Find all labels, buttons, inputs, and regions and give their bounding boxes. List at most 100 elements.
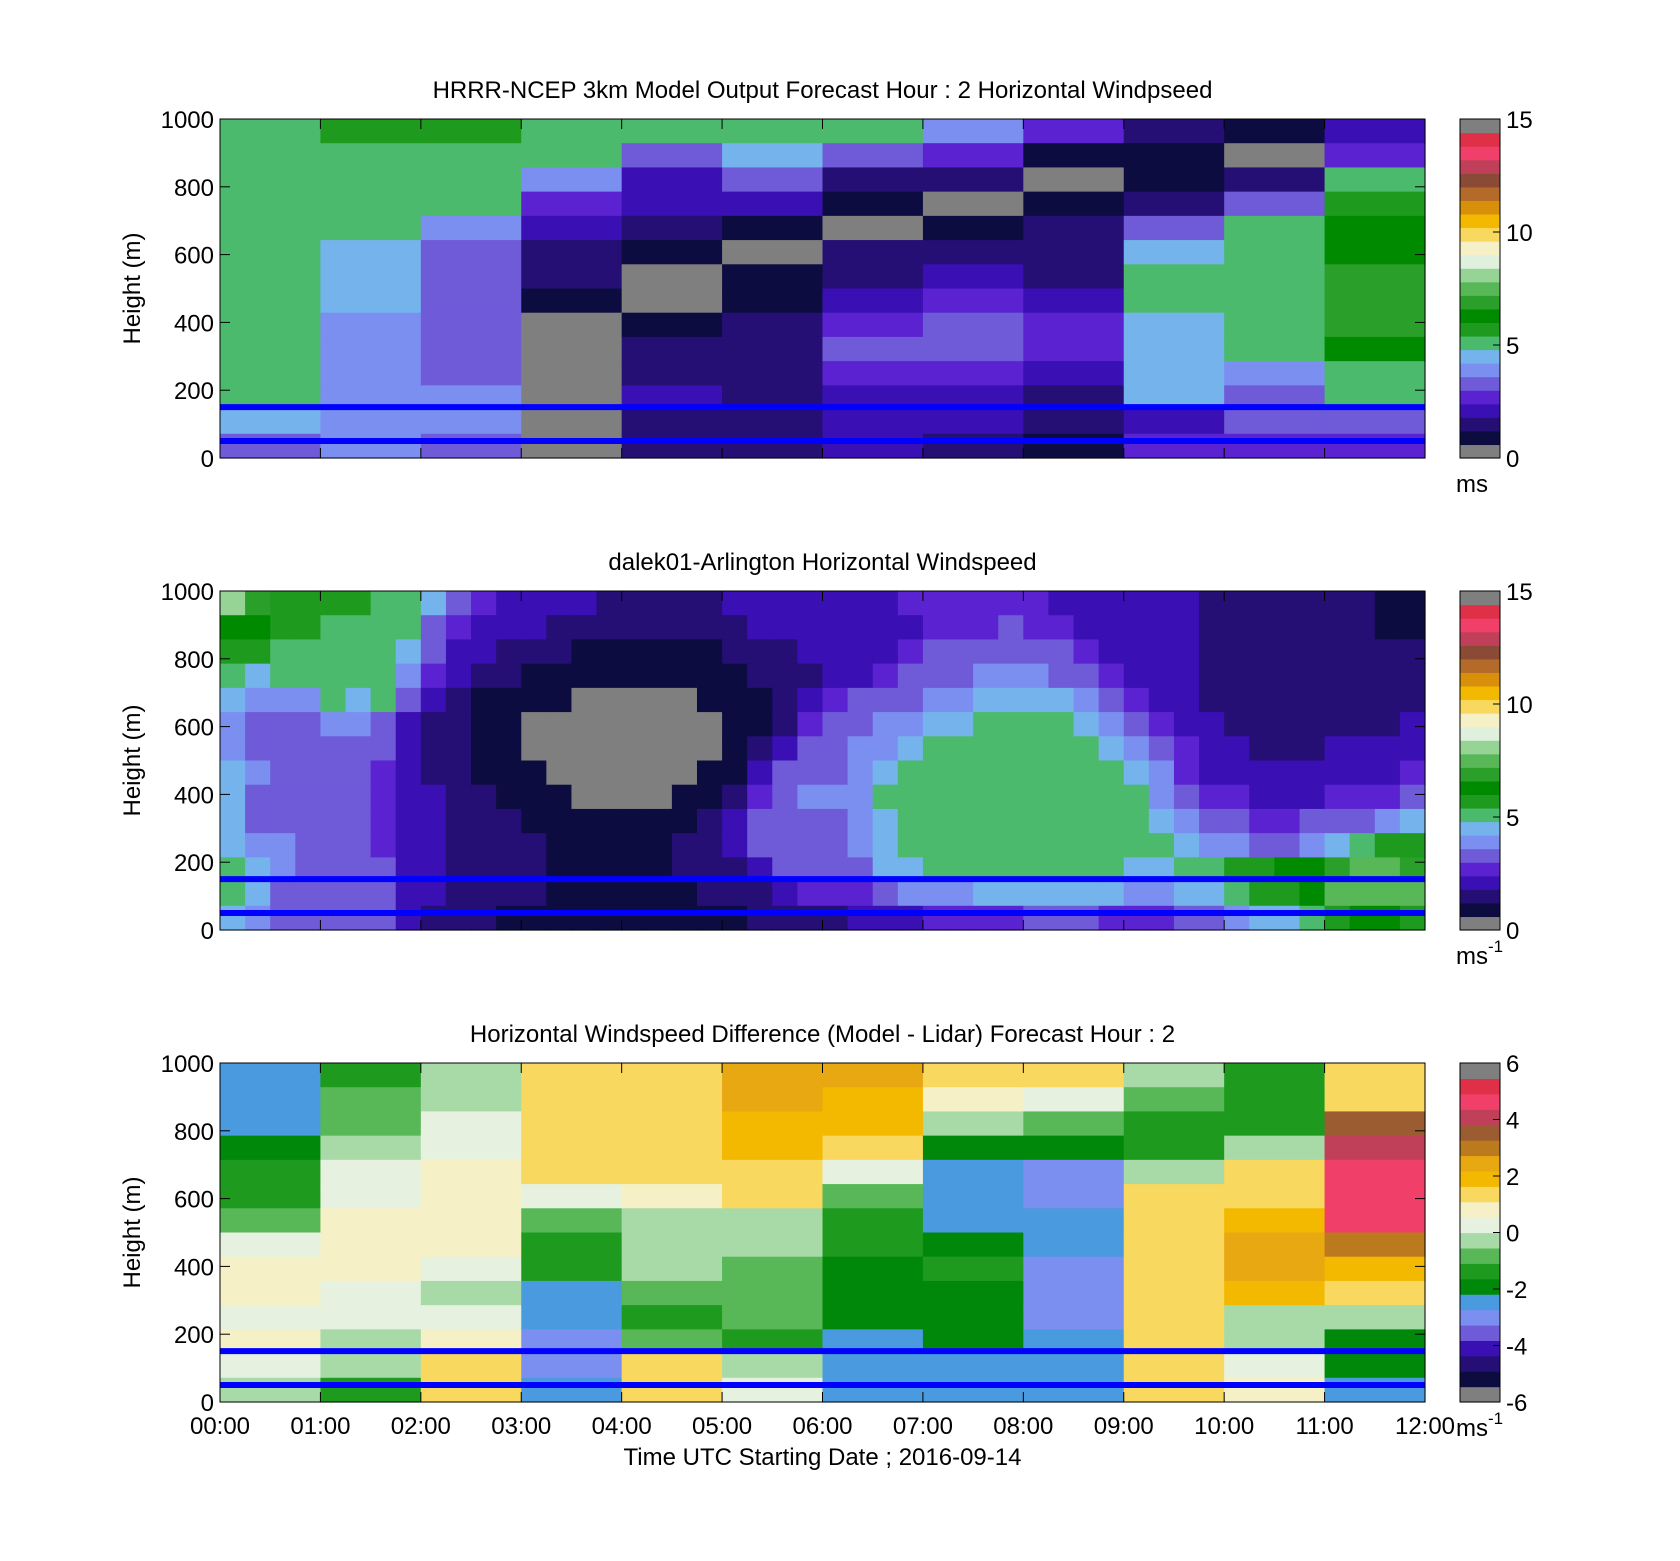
heatmap-cell [1349, 615, 1376, 641]
heatmap-cell [1224, 1087, 1326, 1113]
heatmap-cell [822, 712, 849, 737]
heatmap-cell [1123, 663, 1150, 689]
heatmap-cell [1299, 833, 1326, 858]
heatmap-cell [471, 784, 497, 810]
heatmap-cell [822, 191, 924, 217]
heatmap-cell [220, 143, 322, 169]
heatmap-cell [1274, 663, 1301, 689]
heatmap-cell [345, 639, 372, 665]
heatmap-cell [1249, 591, 1275, 616]
heatmap-cell [345, 712, 372, 737]
colorbar-segment [1460, 1217, 1500, 1234]
heatmap-cell [621, 808, 648, 834]
heatmap-cell [445, 833, 472, 858]
heatmap-cell [1224, 409, 1326, 435]
heatmap-cell [420, 1305, 522, 1330]
heatmap-cell [521, 167, 623, 193]
colorbar-segment [1460, 1109, 1500, 1126]
heatmap-cell [445, 784, 472, 810]
heatmap-cell [1173, 905, 1200, 931]
heatmap-cell [571, 687, 598, 713]
heatmap-cell [772, 833, 798, 858]
heatmap-cell [1048, 712, 1075, 737]
heatmap-cell [747, 712, 773, 737]
colorbar-segment [1460, 780, 1500, 795]
heatmap-cell [420, 1232, 522, 1258]
heatmap-cell [395, 760, 422, 786]
heatmap-cell [1324, 687, 1351, 713]
colorbar-unit: ms-1 [1456, 1409, 1503, 1442]
colorbar-segment [1460, 159, 1500, 174]
y-tick-label: 1000 [161, 1051, 214, 1078]
heatmap-cell [1123, 215, 1225, 241]
heatmap-cell [1399, 639, 1426, 665]
colorbar-segment [1460, 604, 1500, 619]
heatmap-cell [671, 784, 698, 810]
heatmap-cell [797, 881, 824, 907]
heatmap-cell [1324, 1280, 1426, 1306]
heatmap-cell [1123, 808, 1150, 834]
heatmap-cell [696, 760, 723, 786]
heatmap-cell [420, 312, 522, 338]
colorbar-unit: ms-1 [1456, 937, 1503, 970]
heatmap-cell [320, 143, 422, 169]
heatmap-cell [646, 760, 673, 786]
panel-model-windspeed: HRRR-NCEP 3km Model Output Forecast Hour… [119, 77, 1533, 498]
heatmap-cell [420, 361, 522, 386]
heatmap-cell [370, 687, 397, 713]
heatmap-cell [571, 760, 598, 786]
heatmap-cell [747, 784, 773, 810]
heatmap-cell [847, 881, 874, 907]
heatmap-cell [220, 881, 246, 907]
heatmap-cell [671, 615, 698, 641]
heatmap-cell [320, 591, 347, 616]
heatmap-cell [320, 905, 347, 931]
heatmap-cell [621, 1159, 723, 1185]
heatmap-cell [496, 760, 522, 786]
heatmap-cell [395, 833, 422, 858]
heatmap-cell [922, 615, 949, 641]
heatmap-cell [1399, 663, 1426, 689]
heatmap-cell [1123, 760, 1150, 786]
heatmap-cell [1123, 881, 1150, 907]
heatmap-cell [1023, 639, 1050, 665]
heatmap-cell [621, 191, 723, 217]
heatmap-cell [220, 312, 322, 338]
heatmap-cell [772, 736, 798, 762]
heatmap-cell [220, 663, 246, 689]
heatmap-cell [621, 1377, 723, 1403]
heatmap-cell [496, 833, 522, 858]
heatmap-cell [797, 808, 824, 834]
colorbar-unit-base: ms [1456, 943, 1488, 970]
heatmap-cell [1199, 808, 1225, 834]
heatmap-cell [1199, 615, 1225, 641]
heatmap-cell [621, 712, 648, 737]
heatmap-cell [220, 1063, 322, 1088]
heatmap-cell [596, 881, 623, 907]
colorbar-segment [1460, 821, 1500, 836]
heatmap-cell [320, 312, 422, 338]
heatmap-cell [546, 663, 573, 689]
heatmap-cell [1173, 615, 1200, 641]
heatmap-cell [1374, 663, 1401, 689]
heatmap-cell [220, 1135, 322, 1161]
heatmap-cell [646, 591, 673, 616]
colorbar-segment [1460, 173, 1500, 188]
colorbar-segment [1460, 618, 1500, 633]
heatmap-cell [1374, 615, 1401, 641]
heatmap-cell [1224, 1135, 1326, 1161]
y-tick-label: 200 [174, 1322, 214, 1349]
heatmap-cell [546, 833, 573, 858]
heatmap-cell [521, 1305, 623, 1330]
heatmap-cell [872, 615, 899, 641]
heatmap-cell [496, 905, 522, 931]
heatmap-cell [1023, 1305, 1125, 1330]
heatmap-cell [1249, 905, 1275, 931]
colorbar-segment [1460, 1170, 1500, 1187]
heatmap-cell [1123, 288, 1225, 314]
x-tick-label: 02:00 [391, 1413, 451, 1440]
heatmap-cell [1224, 687, 1250, 713]
y-axis-label: Height (m) [119, 232, 146, 344]
heatmap-cell [1023, 712, 1050, 737]
heatmap-cell [1299, 760, 1326, 786]
